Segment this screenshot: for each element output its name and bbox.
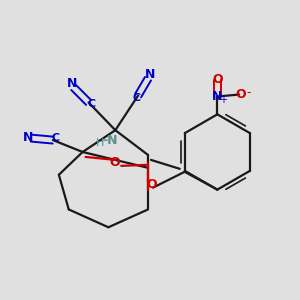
Text: N: N xyxy=(212,90,223,103)
Text: -N: -N xyxy=(103,134,118,147)
Text: H: H xyxy=(96,138,105,148)
Text: C: C xyxy=(52,133,60,143)
Text: O: O xyxy=(109,156,120,170)
Text: N: N xyxy=(23,130,33,144)
Text: O: O xyxy=(236,88,247,101)
Text: O: O xyxy=(147,178,157,191)
Text: C: C xyxy=(88,99,96,110)
Text: C: C xyxy=(132,94,140,103)
Text: N: N xyxy=(145,68,155,81)
Text: O: O xyxy=(212,73,223,86)
Text: -: - xyxy=(247,86,251,99)
Text: +: + xyxy=(219,95,227,106)
Text: N: N xyxy=(67,77,77,90)
